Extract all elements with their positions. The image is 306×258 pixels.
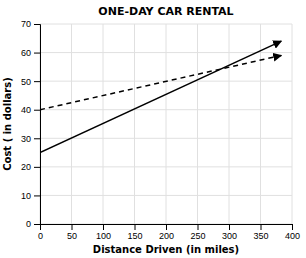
tick-label: 30 (21, 134, 31, 144)
grid-line (40, 24, 292, 25)
tick: 200 (159, 224, 174, 241)
tick: 100 (96, 224, 111, 241)
tick-label: 350 (253, 231, 268, 241)
x-axis: 0 50 100 150 200 250 300 350 400 (38, 224, 300, 241)
tick: 50 (21, 77, 40, 87)
tick-mark (103, 224, 104, 230)
tick-label: 250 (190, 231, 205, 241)
tick-mark (135, 224, 136, 230)
grid-line (40, 195, 292, 196)
axis-domain (41, 225, 293, 231)
tick: 350 (253, 224, 268, 241)
x-axis-title: Distance Driven (in miles) (93, 244, 239, 255)
tick-label: 60 (21, 48, 31, 58)
y-axis-title: Cost ( in dollars) (2, 77, 13, 171)
grid-line (229, 24, 230, 224)
chart-container: 0 50 100 150 200 250 300 350 400 0 10 20 30 40 50 60 70 O… (0, 0, 306, 258)
tick-label: 0 (26, 219, 31, 229)
tick-mark (198, 224, 199, 230)
tick-label: 40 (21, 105, 31, 115)
tick: 60 (21, 48, 40, 58)
tick-mark (34, 224, 40, 225)
tick-label: 20 (21, 162, 31, 172)
grid-line (71, 24, 72, 224)
tick-mark (34, 138, 40, 139)
tick: 0 (26, 219, 40, 229)
tick-label: 300 (222, 231, 237, 241)
tick-mark (34, 167, 40, 168)
tick: 0 (38, 224, 43, 241)
tick-label: 400 (285, 231, 300, 241)
tick-mark (34, 53, 40, 54)
tick: 400 (285, 224, 300, 241)
tick-mark (229, 224, 230, 230)
tick: 150 (127, 224, 142, 241)
tick-label: 10 (21, 191, 31, 201)
tick: 20 (21, 162, 40, 172)
tick: 250 (190, 224, 205, 241)
tick-mark (34, 24, 40, 25)
axis-domain (34, 25, 41, 225)
grid-line (40, 138, 292, 139)
line (40, 55, 281, 109)
tick-mark (34, 110, 40, 111)
grid-line (134, 24, 135, 224)
tick-mark (166, 224, 167, 230)
tick: 10 (21, 191, 40, 201)
grid (40, 24, 292, 224)
tick-label: 70 (21, 19, 31, 29)
title: ONE-DAY CAR RENTAL (98, 5, 233, 18)
tick: 70 (21, 19, 40, 29)
grid-line (292, 24, 293, 224)
grid-line (260, 24, 261, 224)
plot-area (40, 41, 281, 152)
tick-mark (34, 81, 40, 82)
tick-label: 150 (127, 231, 142, 241)
grid-line (40, 109, 292, 110)
tick-mark (292, 224, 293, 230)
line (40, 41, 281, 152)
chart: 0 50 100 150 200 250 300 350 400 0 10 20 30 40 50 60 70 O… (0, 0, 306, 258)
tick-mark (72, 224, 73, 230)
tick: 300 (222, 224, 237, 241)
tick-label: 100 (96, 231, 111, 241)
grid-line (40, 166, 292, 167)
tick: 30 (21, 134, 40, 144)
tick-label: 200 (159, 231, 174, 241)
grid-line (197, 24, 198, 224)
tick: 50 (67, 224, 77, 241)
tick-mark (34, 195, 40, 196)
y-axis: 0 10 20 30 40 50 60 70 (21, 19, 41, 229)
tick-label: 0 (38, 231, 43, 241)
tick-mark (261, 224, 262, 230)
tick: 40 (21, 105, 40, 115)
grid-line (166, 24, 167, 224)
tick-label: 50 (67, 231, 77, 241)
tick-label: 50 (21, 77, 31, 87)
